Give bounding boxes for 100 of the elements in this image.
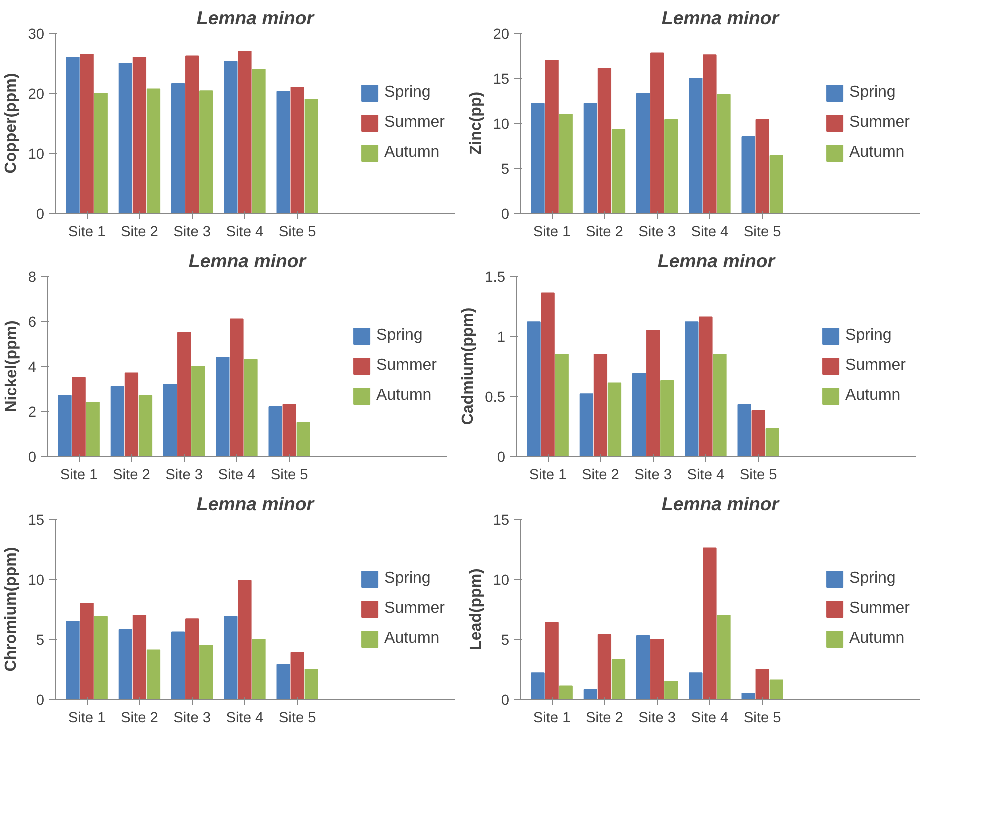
- y-axis-title: Zinc(pp): [468, 92, 486, 156]
- bar: [559, 686, 573, 700]
- bar: [756, 669, 770, 700]
- legend-label: Autumn: [376, 387, 432, 405]
- y-tick-label: 0: [28, 450, 37, 466]
- y-axis-title: Lead(ppm): [468, 568, 486, 650]
- bar: [118, 63, 132, 214]
- legend-label: Summer: [384, 114, 445, 132]
- bar: [276, 664, 290, 700]
- legend-label: Summer: [384, 600, 445, 618]
- bar: [717, 615, 731, 700]
- bar: [192, 366, 206, 456]
- bar: [650, 639, 664, 700]
- x-tick-label: Site 3: [166, 468, 204, 484]
- bar: [146, 88, 161, 214]
- bar: [252, 639, 266, 700]
- bar: [598, 68, 612, 214]
- y-tick-label: 30: [28, 27, 45, 43]
- bar: [770, 680, 784, 700]
- bar: [527, 322, 541, 456]
- y-tick-label: 1.5: [485, 270, 506, 286]
- bar: [738, 404, 752, 456]
- bar: [559, 114, 573, 214]
- x-tick-label: Site 5: [278, 224, 316, 240]
- bar: [703, 548, 717, 700]
- x-tick-label: Site 3: [174, 710, 212, 726]
- bar: [171, 632, 186, 700]
- legend-label: Summer: [376, 357, 437, 375]
- x-tick-label: Site 1: [68, 224, 106, 240]
- bar: [703, 54, 717, 214]
- x-tick-label: Site 4: [687, 468, 725, 484]
- x-tick-label: Site 4: [691, 224, 729, 240]
- bar: [268, 406, 282, 456]
- bar: [132, 57, 147, 214]
- bar: [124, 372, 139, 456]
- y-tick-label: 2: [28, 405, 37, 421]
- bar: [224, 61, 238, 214]
- bar: [612, 659, 626, 700]
- bar: [664, 681, 678, 700]
- x-tick-label: Site 4: [691, 710, 729, 726]
- legend-label: Spring: [846, 327, 892, 345]
- bar: [650, 52, 664, 214]
- x-tick-label: Site 4: [226, 224, 264, 240]
- x-tick-label: Site 4: [218, 468, 256, 484]
- y-tick-label: 0: [36, 693, 45, 709]
- y-tick-label: 10: [28, 573, 45, 589]
- y-tick-label: 5: [501, 633, 510, 649]
- bar: [296, 422, 310, 456]
- chart-title: Lemna minor: [662, 494, 781, 514]
- y-tick-label: 0: [501, 207, 510, 223]
- bar: [770, 155, 784, 214]
- bar: [94, 616, 108, 700]
- bar: [766, 428, 780, 456]
- x-tick-label: Site 1: [60, 468, 98, 484]
- bar: [646, 330, 660, 456]
- bar: [598, 634, 612, 700]
- y-tick-label: 10: [493, 117, 510, 133]
- x-tick-label: Site 1: [533, 710, 571, 726]
- bar: [531, 103, 545, 214]
- y-tick-label: 20: [28, 87, 45, 103]
- x-tick-label: Site 1: [68, 710, 106, 726]
- y-tick-label: 0.5: [485, 390, 506, 406]
- x-tick-label: Site 1: [533, 224, 571, 240]
- bar: [58, 395, 72, 456]
- bar: [717, 94, 731, 214]
- x-tick-label: Site 5: [744, 710, 782, 726]
- y-tick-label: 5: [36, 633, 45, 649]
- x-tick-label: Site 4: [226, 710, 264, 726]
- x-tick-label: Site 5: [278, 710, 316, 726]
- y-axis-title: Nickel(ppm): [3, 320, 20, 412]
- y-tick-label: 0: [497, 450, 506, 466]
- bar: [664, 119, 678, 214]
- bar: [742, 136, 756, 214]
- bar: [282, 404, 296, 456]
- legend-label: Spring: [384, 84, 431, 102]
- chart-title: Lemna minor: [658, 250, 777, 272]
- bar: [80, 603, 94, 700]
- legend-label: Summer: [850, 114, 910, 132]
- bar: [699, 316, 713, 456]
- y-tick-label: 6: [28, 315, 37, 331]
- legend-label: Autumn: [384, 630, 440, 648]
- bar: [531, 672, 545, 700]
- bar: [244, 359, 258, 456]
- x-tick-label: Site 3: [634, 468, 672, 484]
- bar: [200, 645, 214, 700]
- y-tick-label: 0: [501, 693, 510, 709]
- bar: [132, 615, 147, 700]
- bar: [756, 119, 770, 214]
- y-tick-label: 8: [28, 270, 37, 286]
- x-tick-label: Site 3: [638, 224, 676, 240]
- legend-label: Autumn: [846, 387, 901, 405]
- bar: [290, 652, 304, 700]
- legend-label: Summer: [850, 600, 910, 618]
- y-axis-title: Chromium(ppm): [3, 547, 20, 672]
- bar: [541, 292, 555, 456]
- x-tick-label: Site 2: [586, 224, 624, 240]
- bar: [163, 384, 178, 456]
- x-tick-label: Site 2: [582, 468, 620, 484]
- chart-title: Lemna minor: [196, 494, 316, 514]
- x-tick-label: Site 1: [529, 468, 567, 484]
